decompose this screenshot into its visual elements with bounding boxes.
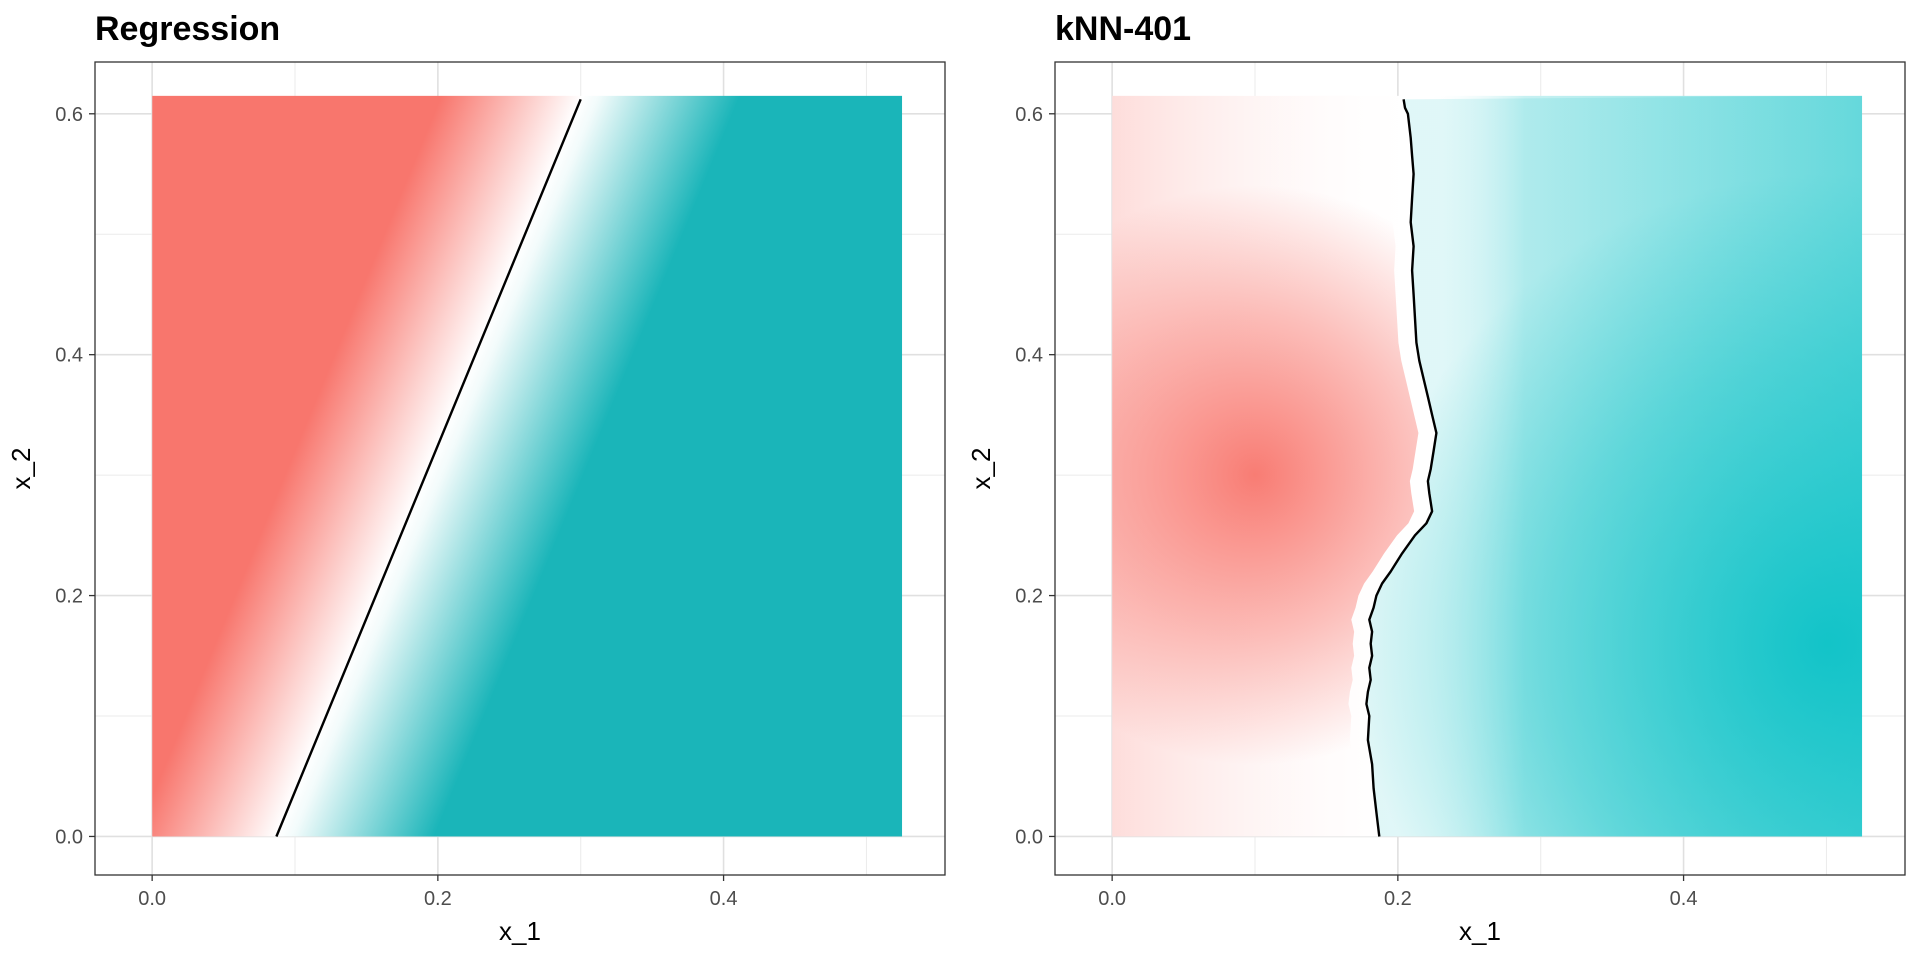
y-tick-label: 0.0 (1015, 826, 1043, 848)
y-tick-label: 0.0 (55, 826, 83, 848)
probability-surface (1112, 95, 1863, 837)
panel-border (1054, 61, 1906, 876)
panel-regression: Regression 0.0 0.2 0.4 0.0 0.2 0.4 0.6 x_1 x_… (6, 10, 946, 946)
x-axis-ticks: 0.0 0.2 0.4 (138, 875, 737, 910)
y-tick-label: 0.2 (1015, 586, 1043, 608)
x-tick-label: 0.4 (710, 888, 738, 910)
y-tick-label: 0.2 (55, 586, 83, 608)
x-tick-label: 0.0 (1098, 888, 1126, 910)
x-axis-label: x_1 (1459, 916, 1501, 946)
panel-title: Regression (95, 10, 280, 48)
x-axis-label: x_1 (499, 916, 541, 946)
x-tick-label: 0.0 (138, 888, 166, 910)
decision-boundary (1365, 99, 1438, 837)
surface-fill (152, 95, 903, 837)
x-tick-label: 0.2 (424, 888, 452, 910)
boundary-line (1365, 99, 1438, 837)
y-tick-label: 0.4 (55, 345, 83, 367)
panel-border (94, 61, 946, 876)
y-tick-label: 0.6 (1015, 104, 1043, 126)
panel-title: kNN-401 (1055, 10, 1191, 48)
panel-knn: kNN-401 0.0 0.2 0.4 0.0 0.2 0.4 0.6 x_1 x_2 (966, 10, 1906, 946)
x-tick-label: 0.2 (1384, 888, 1412, 910)
x-axis-ticks: 0.0 0.2 0.4 (1098, 875, 1697, 910)
decision-boundary (275, 98, 582, 837)
surface-fill-teal (1366, 95, 1863, 837)
y-axis-label: x_2 (966, 448, 996, 490)
y-axis-ticks: 0.0 0.2 0.4 0.6 (1015, 104, 1055, 848)
y-tick-label: 0.6 (55, 104, 83, 126)
probability-surface (152, 95, 903, 837)
y-axis-label: x_2 (6, 448, 36, 490)
surface-fill-red (1112, 95, 1419, 837)
y-axis-ticks: 0.0 0.2 0.4 0.6 (55, 104, 95, 848)
y-tick-label: 0.4 (1015, 345, 1043, 367)
boundary-line (275, 98, 582, 837)
x-tick-label: 0.4 (1670, 888, 1698, 910)
